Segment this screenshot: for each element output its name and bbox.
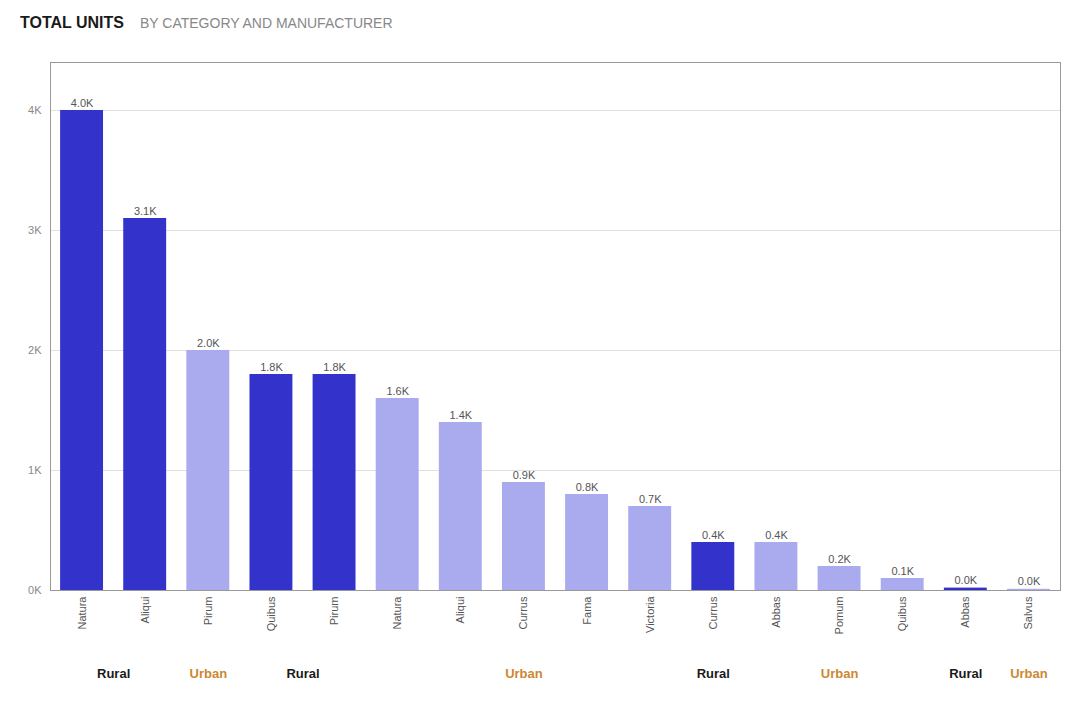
html-text:TOTAL UNITS: TOTAL UNITS — [20, 14, 124, 31]
svg-text:0.4K: 0.4K — [765, 529, 788, 541]
svg-text:Currus: Currus — [517, 596, 529, 630]
svg-text:Abbas: Abbas — [959, 596, 971, 628]
svg-text:Natura: Natura — [391, 596, 403, 630]
svg-text:Pirum: Pirum — [328, 597, 340, 626]
svg-text:Rural: Rural — [97, 666, 130, 681]
svg-text:0K: 0K — [28, 584, 42, 596]
svg-text:Pirum: Pirum — [202, 597, 214, 626]
svg-text:Salvus: Salvus — [1022, 596, 1034, 630]
svg-text:Pomum: Pomum — [833, 597, 845, 635]
svg-text:Urban: Urban — [190, 666, 228, 681]
svg-text:1.4K: 1.4K — [449, 409, 472, 421]
svg-text:0.0K: 0.0K — [1018, 575, 1041, 587]
svg-text:4K: 4K — [28, 104, 42, 116]
svg-text:Urban: Urban — [821, 666, 859, 681]
svg-text:Aliqui: Aliqui — [139, 597, 151, 624]
svg-text:0.0K: 0.0K — [954, 574, 977, 586]
svg-text:1.6K: 1.6K — [386, 385, 409, 397]
svg-text:Fama: Fama — [581, 596, 593, 625]
svg-text:0.7K: 0.7K — [639, 493, 662, 505]
svg-text:1.8K: 1.8K — [260, 361, 283, 373]
svg-text:4.0K: 4.0K — [71, 97, 94, 109]
svg-text:3.1K: 3.1K — [134, 205, 157, 217]
svg-text:Quibus: Quibus — [265, 596, 277, 631]
svg-text:1.8K: 1.8K — [323, 361, 346, 373]
svg-text:Natura: Natura — [76, 596, 88, 630]
svg-text:2K: 2K — [28, 344, 42, 356]
html-text:BY CATEGORY AND MANUFACTURER: BY CATEGORY AND MANUFACTURER — [140, 15, 393, 31]
svg-text:3K: 3K — [28, 224, 42, 236]
svg-text:Urban: Urban — [1010, 666, 1048, 681]
svg-text:0.1K: 0.1K — [891, 565, 914, 577]
svg-text:0.2K: 0.2K — [828, 553, 851, 565]
svg-text:Quibus: Quibus — [896, 596, 908, 631]
svg-text:Currus: Currus — [707, 596, 719, 630]
svg-text:Rural: Rural — [949, 666, 982, 681]
svg-text:0.9K: 0.9K — [513, 469, 536, 481]
svg-text:0.8K: 0.8K — [576, 481, 599, 493]
svg-text:1K: 1K — [28, 464, 42, 476]
svg-text:0.4K: 0.4K — [702, 529, 725, 541]
svg-text:Abbas: Abbas — [770, 596, 782, 628]
svg-text:Rural: Rural — [286, 666, 319, 681]
svg-text:Aliqui: Aliqui — [454, 597, 466, 624]
svg-text:Urban: Urban — [505, 666, 543, 681]
svg-text:Victoria: Victoria — [644, 596, 656, 633]
svg-text:Rural: Rural — [697, 666, 730, 681]
svg-text:2.0K: 2.0K — [197, 337, 220, 349]
